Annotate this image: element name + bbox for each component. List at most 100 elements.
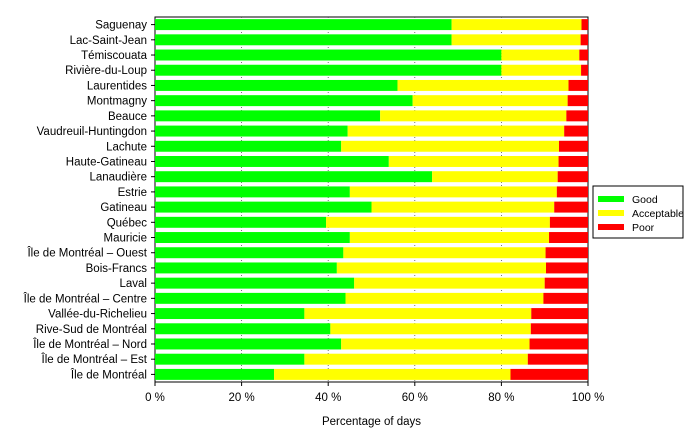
- bar-acceptable: [354, 277, 545, 289]
- bar-good: [155, 34, 452, 46]
- bar-acceptable: [343, 247, 546, 259]
- bar-good: [155, 292, 346, 304]
- bar-poor: [568, 79, 588, 91]
- bar-poor: [581, 19, 588, 31]
- bar-poor: [543, 292, 588, 304]
- legend-label: Poor: [632, 222, 655, 234]
- bar-poor: [581, 64, 588, 76]
- bar-poor: [510, 368, 588, 380]
- category-label: Lanaudière: [89, 172, 147, 184]
- category-label: Saguenay: [95, 20, 147, 32]
- bar-good: [155, 186, 350, 198]
- x-axis-ticks: 0 % 20 % 40 % 60 % 80 % 100 %: [145, 382, 604, 404]
- bar-good: [155, 79, 398, 91]
- category-label: Montmagny: [87, 96, 147, 108]
- x-tick-label: 60 %: [402, 392, 428, 404]
- bar-good: [155, 140, 342, 152]
- x-tick-label: 100 %: [572, 392, 605, 404]
- category-labels: Saguenay Lac-Saint-Jean Témiscouata Rivière…: [23, 20, 155, 381]
- bar-good: [155, 368, 275, 380]
- bar-good: [155, 64, 502, 76]
- bar-poor: [529, 338, 588, 350]
- legend-swatch-acceptable: [598, 210, 624, 216]
- bar-poor: [580, 34, 588, 46]
- bar-acceptable: [501, 64, 582, 76]
- category-label: Laurentides: [87, 80, 147, 92]
- category-label: Bois-Francs: [86, 263, 148, 275]
- legend: Good Acceptable Poor: [592, 185, 684, 239]
- bar-acceptable: [371, 201, 555, 213]
- x-tick-label: 20 %: [228, 392, 254, 404]
- category-label: Vallée-du-Richelieu: [48, 309, 147, 321]
- bar-poor: [567, 95, 588, 107]
- category-label: Vaudreuil-Huntingdon: [37, 126, 147, 138]
- category-label: Île de Montréal – Ouest: [26, 247, 147, 260]
- bar-good: [155, 19, 452, 31]
- bar-poor: [545, 247, 588, 259]
- bar-good: [155, 308, 305, 320]
- bar-poor: [549, 232, 588, 243]
- x-tick-label: 80 %: [488, 392, 514, 404]
- category-label: Île de Montréal – Centre: [23, 292, 147, 305]
- category-label: Île de Montréal – Est: [41, 353, 148, 366]
- bar-poor: [579, 49, 588, 61]
- legend-label: Good: [632, 194, 658, 206]
- bar-acceptable: [349, 186, 557, 198]
- bar-acceptable: [501, 49, 580, 61]
- bar-good: [155, 171, 433, 183]
- x-tick-label: 0 %: [145, 392, 165, 404]
- bar-good: [155, 95, 413, 107]
- bar-poor: [556, 186, 588, 198]
- category-label: Île de Montréal – Nord: [32, 338, 147, 351]
- bar-good: [155, 353, 305, 365]
- bar-acceptable: [451, 19, 582, 31]
- legend-swatch-poor: [598, 224, 624, 230]
- bar-acceptable: [432, 171, 558, 183]
- category-label: Témiscouata: [81, 50, 147, 62]
- bar-poor: [554, 201, 588, 213]
- bar-good: [155, 247, 344, 259]
- bar-acceptable: [326, 216, 550, 228]
- bar-good: [155, 232, 350, 243]
- bar-poor: [566, 110, 588, 122]
- bar-acceptable: [341, 338, 530, 350]
- bar-poor: [545, 262, 588, 274]
- gridlines: [241, 17, 502, 382]
- category-label: Haute-Gatineau: [66, 156, 147, 168]
- x-axis-title: Percentage of days: [322, 416, 421, 428]
- x-tick-label: 40 %: [315, 392, 341, 404]
- bar-acceptable: [341, 140, 559, 152]
- legend-label: Acceptable: [632, 208, 684, 220]
- bar-acceptable: [451, 34, 581, 46]
- bar-good: [155, 216, 327, 228]
- category-label: Beauce: [108, 111, 147, 123]
- bar-acceptable: [347, 125, 565, 137]
- bar-good: [155, 110, 381, 122]
- bar-acceptable: [304, 353, 528, 365]
- bar-poor: [557, 171, 588, 183]
- bar-good: [155, 277, 355, 289]
- bar-acceptable: [304, 308, 532, 320]
- bar-poor: [558, 156, 588, 167]
- bar-acceptable: [349, 232, 550, 243]
- category-label: Rive-Sud de Montréal: [36, 324, 147, 336]
- category-label: Estrie: [118, 187, 147, 199]
- plot-area: [154, 16, 589, 383]
- bar-segments: [155, 19, 588, 380]
- category-label: Mauricie: [104, 233, 147, 245]
- bar-acceptable: [336, 262, 546, 274]
- bar-acceptable: [412, 95, 568, 107]
- bar-poor: [530, 323, 588, 335]
- bar-good: [155, 323, 331, 335]
- bar-poor: [531, 308, 588, 320]
- bar-good: [155, 125, 348, 137]
- category-label: Lac-Saint-Jean: [70, 35, 147, 47]
- legend-swatch-good: [598, 196, 624, 202]
- bar-poor: [564, 125, 588, 137]
- bar-poor: [544, 277, 588, 289]
- bar-acceptable: [388, 156, 559, 167]
- bar-good: [155, 156, 389, 167]
- category-label: Île de Montréal: [70, 368, 147, 381]
- category-label: Lachute: [106, 141, 147, 153]
